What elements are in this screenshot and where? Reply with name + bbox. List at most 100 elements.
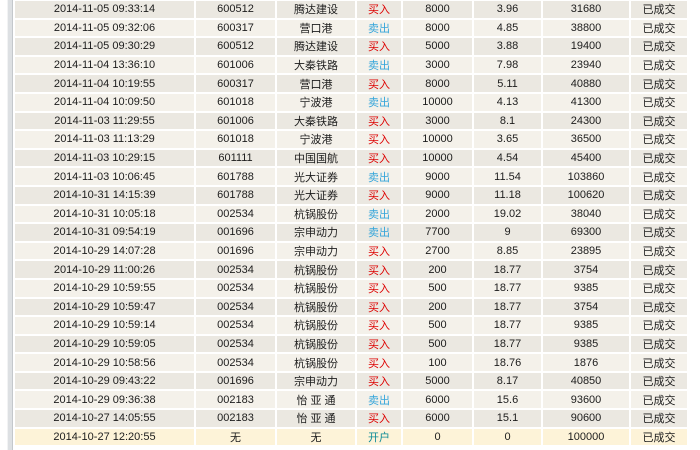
price-cell: 8.17: [474, 372, 543, 390]
table-row[interactable]: 2014-10-29 09:36:38 002183 怡 亚 通 卖出 6000…: [15, 391, 687, 409]
quantity-cell: 2700: [403, 242, 474, 260]
stock-name-cell: 宗申动力: [277, 224, 357, 241]
table-row[interactable]: 2014-11-05 09:33:14 600512 腾达建设 买入 8000 …: [15, 1, 687, 18]
table-row[interactable]: 2014-11-05 09:30:29 600512 腾达建设 买入 5000 …: [15, 38, 687, 55]
amount-cell: 24300: [543, 112, 631, 130]
operation-cell: 买入: [357, 354, 403, 371]
stock-name-cell: 光大证券: [277, 186, 357, 204]
table-row[interactable]: 2014-10-29 10:59:14 002534 杭锅股份 买入 500 1…: [15, 317, 687, 334]
stock-code-cell: 002183: [196, 410, 277, 427]
table-row[interactable]: 2014-10-29 14:07:28 001696 宗申动力 买入 2700 …: [15, 242, 687, 260]
operation-cell: 买入: [357, 242, 403, 260]
price-cell: 0: [474, 428, 543, 446]
status-cell: 已成交: [642, 60, 676, 73]
quantity-cell: 7700: [403, 224, 474, 241]
table-row[interactable]: 2014-10-29 10:58:56 002534 杭锅股份 买入 100 1…: [15, 354, 687, 371]
table-row[interactable]: 2014-10-31 10:05:18 002534 杭锅股份 卖出 2000 …: [15, 205, 687, 223]
table-row[interactable]: 2014-11-04 13:36:10 601006 大秦铁路 卖出 3000 …: [15, 56, 687, 74]
price-cell: 18.77: [474, 261, 543, 278]
operation-cell: 买入: [357, 75, 403, 92]
trade-time-cell: 2014-10-31 14:15:39: [15, 186, 196, 204]
amount-cell: 38800: [543, 19, 631, 37]
trade-time-cell: 2014-11-03 10:29:15: [15, 149, 196, 167]
trade-time-cell: 2014-10-29 10:59:55: [15, 279, 196, 297]
stock-name-cell: 杭锅股份: [277, 261, 357, 278]
stock-code-cell: 601018: [196, 131, 277, 148]
stock-name-cell: 大秦铁路: [277, 112, 357, 130]
table-row[interactable]: 2014-10-27 14:05:55 002183 怡 亚 通 买入 6000…: [15, 410, 687, 427]
stock-name-cell: 大秦铁路: [277, 56, 357, 74]
table-row[interactable]: 2014-11-03 10:29:15 601111 中国国航 买入 10000…: [15, 149, 687, 167]
amount-cell: 41300: [543, 93, 631, 111]
table-row[interactable]: 2014-11-04 10:09:50 601018 宁波港 卖出 10000 …: [15, 93, 687, 111]
quantity-cell: 3000: [403, 112, 474, 130]
price-cell: 15.1: [474, 410, 543, 427]
price-cell: 8.1: [474, 112, 543, 130]
quantity-cell: 5000: [403, 372, 474, 390]
amount-cell: 23895: [543, 242, 631, 260]
amount-cell: 40880: [543, 75, 631, 92]
price-cell: 3.96: [474, 1, 543, 18]
table-row[interactable]: 2014-11-03 11:13:29 601018 宁波港 买入 10000 …: [15, 131, 687, 148]
table-row[interactable]: 2014-11-03 11:29:55 601006 大秦铁路 买入 3000 …: [15, 112, 687, 130]
operation-cell: 卖出: [357, 391, 403, 409]
stock-code-cell: 601018: [196, 93, 277, 111]
trade-time-cell: 2014-10-29 10:58:56: [15, 354, 196, 371]
table-row[interactable]: 2014-10-29 10:59:47 002534 杭锅股份 买入 200 1…: [15, 298, 687, 316]
operation-cell: 买入: [357, 1, 403, 18]
price-cell: 4.85: [474, 19, 543, 37]
quantity-cell: 6000: [403, 410, 474, 427]
price-cell: 18.76: [474, 354, 543, 371]
stock-code-cell: 002534: [196, 317, 277, 334]
price-cell: 18.77: [474, 335, 543, 353]
status-cell: 已成交: [642, 227, 676, 240]
quantity-cell: 0: [403, 428, 474, 446]
amount-cell: 36500: [543, 131, 631, 148]
price-cell: 11.18: [474, 186, 543, 204]
operation-cell: 买入: [357, 335, 403, 353]
stock-name-cell: 宁波港: [277, 93, 357, 111]
status-cell: 已成交: [642, 134, 676, 147]
amount-cell: 69300: [543, 224, 631, 241]
operation-cell: 买入: [357, 38, 403, 55]
price-cell: 18.77: [474, 298, 543, 316]
stock-code-cell: 601788: [196, 168, 277, 185]
table-row[interactable]: 2014-10-29 11:00:26 002534 杭锅股份 买入 200 1…: [15, 261, 687, 278]
stock-name-cell: 中国国航: [277, 149, 357, 167]
amount-cell: 45400: [543, 149, 631, 167]
price-cell: 8.85: [474, 242, 543, 260]
quantity-cell: 100: [403, 354, 474, 371]
table-row[interactable]: 2014-10-29 09:43:22 001696 宗申动力 买入 5000 …: [15, 372, 687, 390]
table-row[interactable]: 2014-11-05 09:32:06 600317 营口港 卖出 8000 4…: [15, 19, 687, 37]
status-cell: 已成交: [642, 376, 676, 389]
table-row[interactable]: 2014-11-04 10:19:55 600317 营口港 买入 8000 5…: [15, 75, 687, 92]
operation-cell: 卖出: [357, 205, 403, 223]
table-row[interactable]: 2014-10-29 10:59:55 002534 杭锅股份 买入 500 1…: [15, 279, 687, 297]
trade-time-cell: 2014-10-29 10:59:05: [15, 335, 196, 353]
quantity-cell: 500: [403, 279, 474, 297]
status-cell: 已成交: [642, 431, 676, 444]
stock-code-cell: 002534: [196, 298, 277, 316]
amount-cell: 90600: [543, 410, 631, 427]
trade-time-cell: 2014-11-05 09:32:06: [15, 19, 196, 37]
quantity-cell: 8000: [403, 1, 474, 18]
table-row[interactable]: 2014-10-29 10:59:05 002534 杭锅股份 买入 500 1…: [15, 335, 687, 353]
table-row[interactable]: 2014-10-31 09:54:19 001696 宗申动力 卖出 7700 …: [15, 224, 687, 241]
status-cell: 已成交: [642, 320, 676, 333]
stock-name-cell: 营口港: [277, 75, 357, 92]
operation-cell: 买入: [357, 410, 403, 427]
status-cell: 已成交: [642, 41, 676, 54]
stock-name-cell: 宗申动力: [277, 242, 357, 260]
table-row[interactable]: 2014-10-31 14:15:39 601788 光大证券 买入 9000 …: [15, 186, 687, 204]
stock-name-cell: 杭锅股份: [277, 298, 357, 316]
operation-cell: 开户: [357, 428, 403, 446]
stock-code-cell: 601006: [196, 112, 277, 130]
amount-cell: 3754: [543, 261, 631, 278]
table-row[interactable]: 2014-10-27 12:20:55 无 无 开户 0 0 100000 已成…: [15, 428, 687, 446]
operation-cell: 卖出: [357, 56, 403, 74]
table-row[interactable]: 2014-11-03 10:06:45 601788 光大证券 卖出 9000 …: [15, 168, 687, 185]
trade-time-cell: 2014-11-04 10:19:55: [15, 75, 196, 92]
stock-code-cell: 002183: [196, 391, 277, 409]
status-cell: 已成交: [642, 246, 676, 259]
stock-code-cell: 001696: [196, 372, 277, 390]
